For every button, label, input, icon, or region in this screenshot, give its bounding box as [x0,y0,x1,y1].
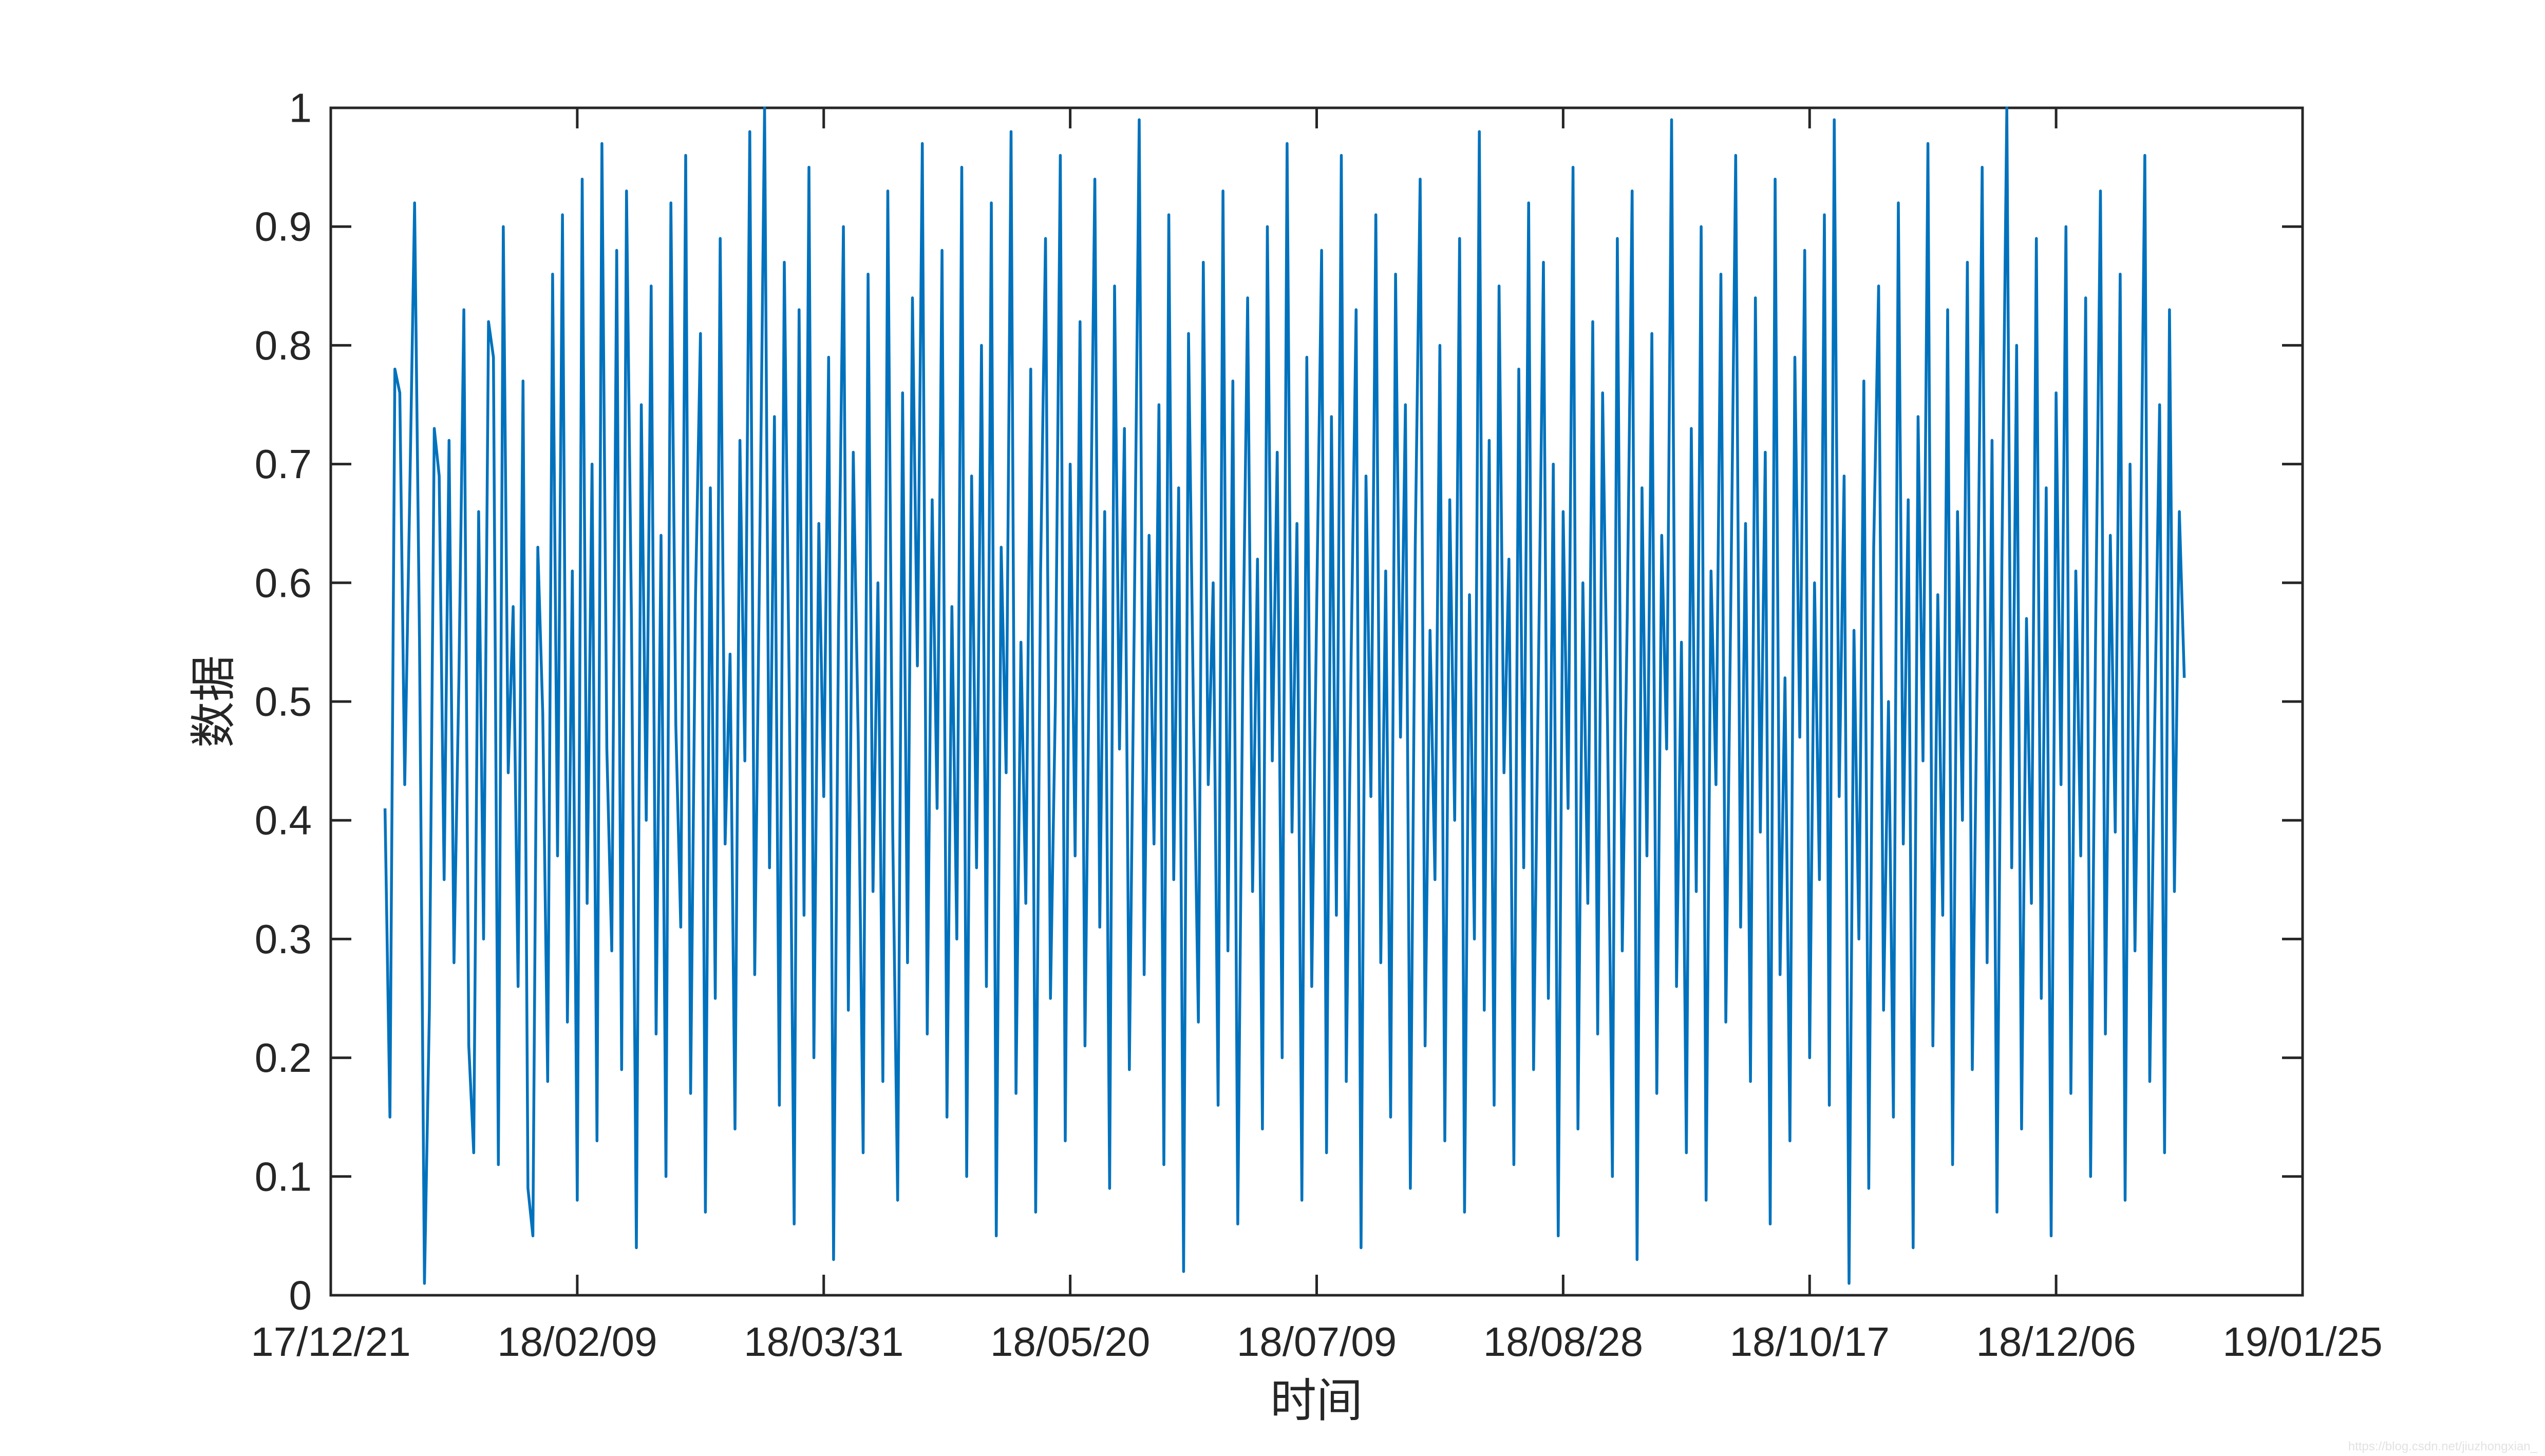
x-tick-label: 18/08/28 [1483,1319,1643,1365]
watermark-url: https://blog.csdn.net/jiuzhongxian_ [2348,1440,2538,1453]
tick-marks [329,106,2304,1297]
x-tick-label: 18/10/17 [1730,1319,1890,1365]
x-tick-label: 19/01/25 [2222,1319,2382,1365]
x-axis-label: 时间 [1270,1376,1363,1427]
x-tick-label: 18/05/20 [990,1319,1150,1365]
y-axis-label: 数据 [189,655,240,748]
y-tick-label: 0.4 [255,798,312,843]
y-tick-label: 0.9 [255,204,312,250]
y-tick-label: 0.6 [255,560,312,606]
x-tick-label: 18/02/09 [497,1319,657,1365]
y-tick-label: 1 [289,85,312,131]
y-tick-label: 0 [289,1273,312,1318]
tick-labels: 17/12/21 18/02/09 18/03/31 18/05/20 18/07/09… [251,85,2382,1365]
y-tick-label: 0.5 [255,679,312,725]
y-tick-label: 0.3 [255,916,312,962]
y-tick-label: 0.2 [255,1035,312,1081]
x-tick-label: 17/12/21 [251,1319,410,1365]
x-tick-label: 18/07/09 [1237,1319,1397,1365]
y-tick-label: 0.1 [255,1154,312,1199]
data-series-line [383,106,2186,1285]
y-tick-label: 0.8 [255,323,312,368]
x-tick-label: 18/03/31 [744,1319,903,1365]
x-tick-label: 18/12/06 [1976,1319,2136,1365]
y-tick-label: 0.7 [255,441,312,487]
